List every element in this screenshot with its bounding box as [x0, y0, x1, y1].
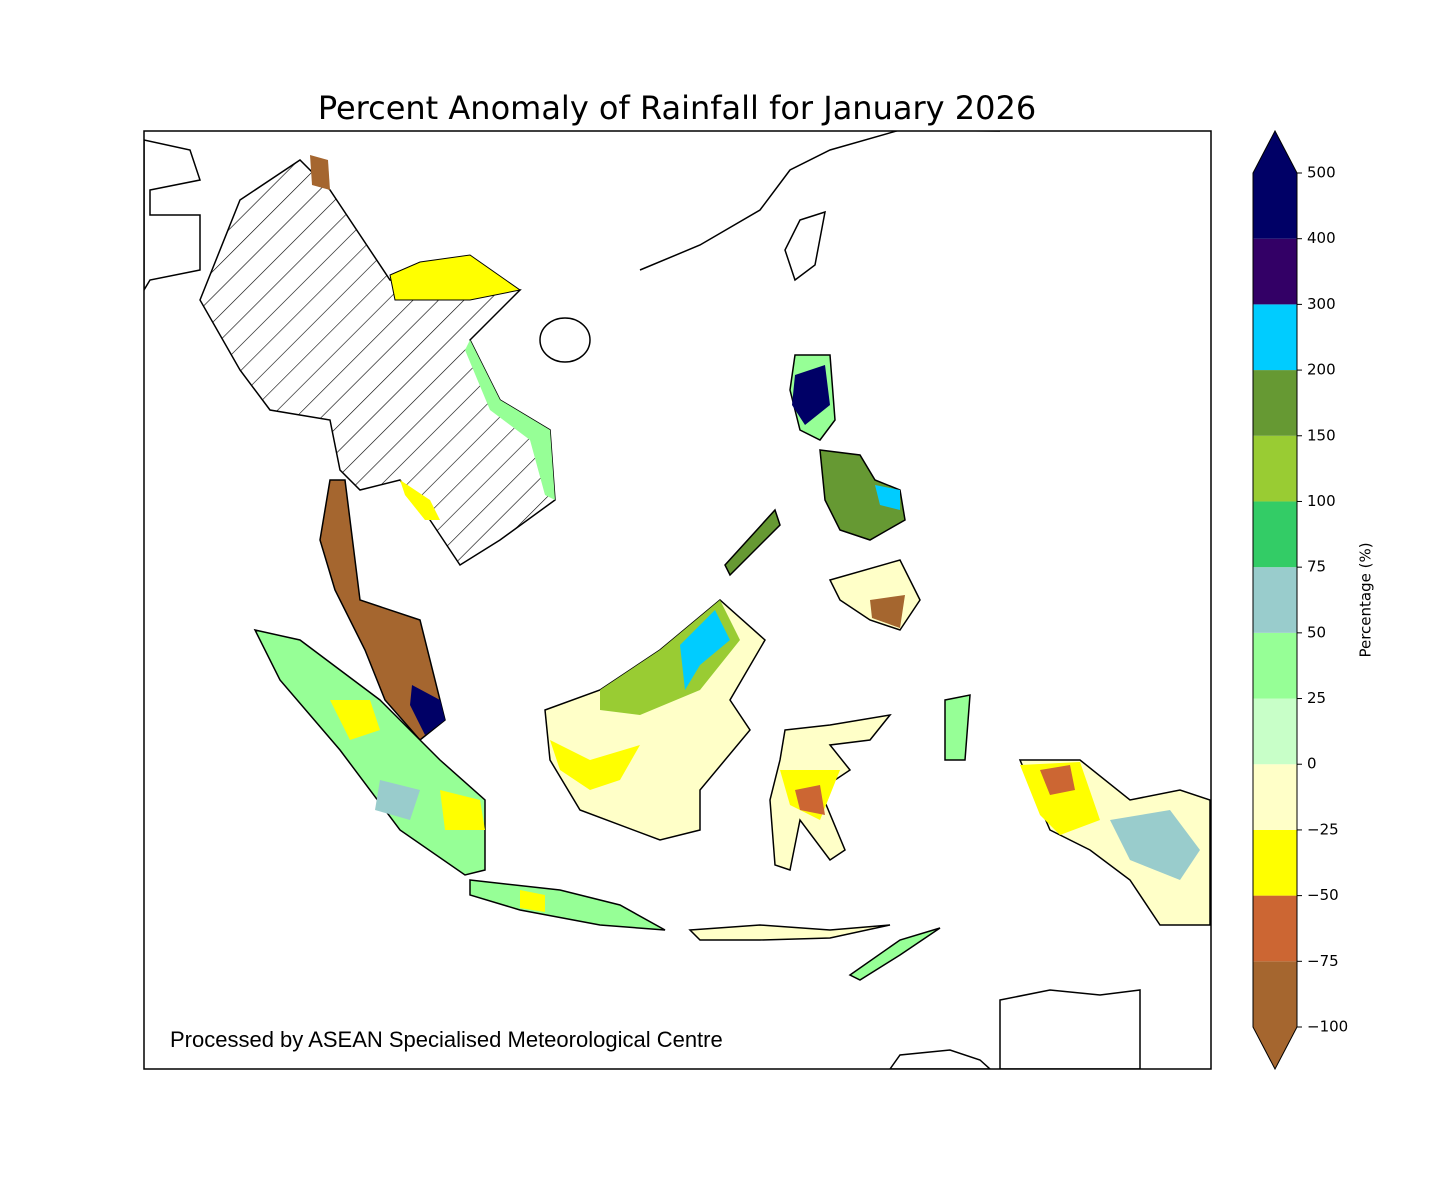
colorbar-tick-label: 100 [1307, 492, 1336, 510]
anomaly-patch [375, 780, 420, 820]
colorbar-extend-low [1253, 1027, 1297, 1069]
colorbar-segment [1253, 895, 1297, 962]
land-halmahera [944, 694, 971, 761]
coast-china [639, 131, 1000, 271]
colorbar-segment [1253, 501, 1297, 568]
colorbar-segment [1253, 632, 1297, 699]
land-india [144, 139, 201, 292]
anomaly-patch [1040, 765, 1075, 795]
land-australia [889, 989, 1141, 1069]
anomaly-patch [680, 610, 730, 690]
anomaly-patch [795, 785, 825, 815]
colorbar-tick-label: 200 [1307, 361, 1336, 379]
colorbar-segment [1253, 829, 1297, 896]
credit: Processed by ASEAN Specialised Meteorolo… [170, 1027, 723, 1052]
land-sumatra [253, 628, 486, 876]
anomaly-patch [1020, 762, 1100, 835]
colorbar-tick-label: 0 [1307, 755, 1317, 773]
colorbar-segment [1253, 370, 1297, 436]
colorbar-tick-label: 50 [1307, 623, 1326, 641]
colorbar-segment [1253, 698, 1297, 765]
anomaly-patch [875, 485, 900, 510]
colorbar-label: Percentage (%) [1357, 542, 1375, 657]
land-sulawesi [769, 713, 892, 871]
land-visayas [819, 449, 906, 541]
land-south-china [389, 254, 522, 301]
land-vietnam-coast [465, 340, 555, 500]
colorbar-tick-label: 500 [1307, 164, 1336, 182]
colorbar-segment [1253, 567, 1297, 633]
anomaly-patch [870, 595, 905, 628]
land-timor [848, 927, 941, 981]
land-lesser-sunda [688, 924, 891, 941]
land-java [469, 879, 666, 931]
colorbar-tick-label: −50 [1307, 886, 1339, 904]
colorbar-segment [1253, 304, 1297, 371]
land-hainan [539, 317, 591, 363]
colorbar-tick-label: 25 [1307, 689, 1326, 707]
land-palawan [724, 508, 781, 577]
anomaly-patch [1110, 810, 1200, 880]
land-cambodia-coast [400, 480, 440, 520]
colorbar-segment [1253, 961, 1297, 1027]
colorbar-tick-label: 75 [1307, 558, 1326, 576]
map [144, 131, 1211, 1069]
land-taiwan [784, 210, 826, 282]
anomaly-patch [520, 890, 545, 912]
colorbar-tick-label: 300 [1307, 295, 1336, 313]
anomaly-patch [330, 700, 485, 830]
colorbar-tick-label: −25 [1307, 820, 1339, 838]
anomaly-patch [410, 685, 445, 735]
colorbar-tick-label: 400 [1307, 229, 1336, 247]
map-frame [143, 130, 1212, 1070]
colorbar-segment [1253, 435, 1297, 502]
anomaly-patch [310, 155, 330, 190]
colorbar-segment [1253, 238, 1297, 305]
anomaly-patch [792, 365, 830, 425]
colorbar-tick-label: −100 [1307, 1018, 1348, 1036]
title: Percent Anomaly of Rainfall for January … [318, 89, 1036, 127]
colorbar-segment [1253, 764, 1297, 830]
colorbar-segment [1253, 173, 1297, 239]
colorbar-tick-label: −75 [1307, 952, 1339, 970]
colorbar-tick-label: 150 [1307, 426, 1336, 444]
anomaly-patch [550, 740, 640, 790]
colorbar-extend-high [1253, 131, 1297, 173]
